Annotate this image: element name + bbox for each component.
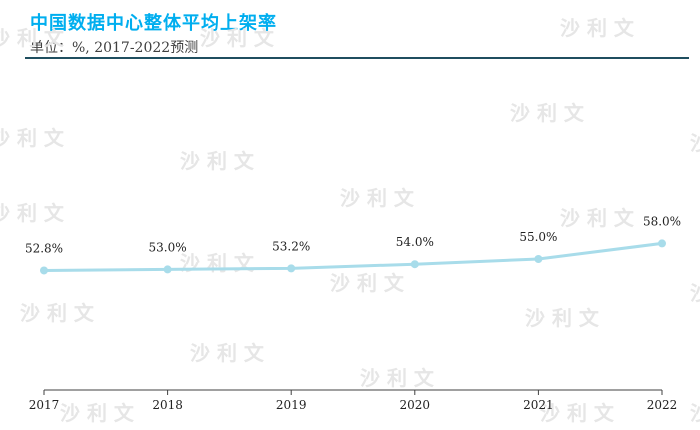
x-tick-label: 2022: [647, 398, 678, 412]
watermark-layer: 沙 利 文沙 利 文沙 利 文沙 利 文沙 利 文沙 利 文沙 利 文沙 利 文…: [0, 16, 700, 425]
watermark-text: 沙 利 文: [690, 401, 700, 425]
chart-title: 中国数据中心整体平均上架率: [30, 13, 277, 34]
watermark-text: 沙 利 文: [330, 271, 405, 295]
watermark-text: 沙 利 文: [525, 306, 600, 330]
watermark-text: 沙 利 文: [0, 201, 65, 225]
x-tick-label: 2019: [276, 398, 307, 412]
data-label: 53.0%: [149, 240, 187, 254]
x-tick-label: 2018: [152, 398, 183, 412]
x-tick-label: 2020: [400, 398, 431, 412]
watermark-text: 沙 利 文: [340, 186, 415, 210]
watermark-text: 沙 利 文: [560, 16, 635, 40]
watermark-text: 沙 利 文: [0, 126, 65, 150]
x-tick-label: 2017: [29, 398, 60, 412]
watermark-text: 沙 利 文: [360, 366, 435, 390]
data-label: 55.0%: [519, 230, 557, 244]
data-label: 54.0%: [396, 235, 434, 249]
watermark-text: 沙 利 文: [60, 401, 135, 425]
watermark-text: 沙 利 文: [180, 251, 255, 275]
data-point: [534, 255, 543, 263]
watermark-text: 沙 利 文: [690, 281, 700, 305]
data-point: [40, 266, 48, 275]
watermark-text: 沙 利 文: [20, 301, 95, 325]
header-divider: [25, 57, 689, 59]
series-layer: [40, 239, 666, 275]
watermark-text: 沙 利 文: [540, 401, 615, 425]
data-labels: 52.8% 53.0% 53.2% 54.0% 55.0% 58.0%: [25, 214, 681, 255]
watermark-text: 沙 利 文: [200, 26, 275, 50]
data-point: [658, 239, 666, 248]
watermark-text: 沙 利 文: [190, 341, 265, 365]
data-label: 53.2%: [272, 239, 310, 253]
watermark-text: 沙 利 文: [180, 149, 255, 173]
series-line: [42, 241, 664, 272]
x-tick-label: 2021: [523, 398, 554, 412]
x-axis-ticks: 2017 2018 2019 2020 2021 2022: [29, 390, 678, 412]
watermark-text: 沙 利 文: [0, 26, 65, 50]
watermark-text: 沙 利 文: [690, 131, 700, 155]
data-label: 58.0%: [643, 214, 681, 228]
watermark-text: 沙 利 文: [560, 206, 635, 230]
data-point: [287, 264, 296, 273]
data-point: [410, 260, 419, 269]
chart-subtitle: 单位：%, 2017-2022预测: [30, 40, 199, 56]
watermark-text: 沙 利 文: [510, 101, 585, 125]
data-point: [163, 265, 172, 274]
data-label: 52.8%: [25, 241, 63, 255]
